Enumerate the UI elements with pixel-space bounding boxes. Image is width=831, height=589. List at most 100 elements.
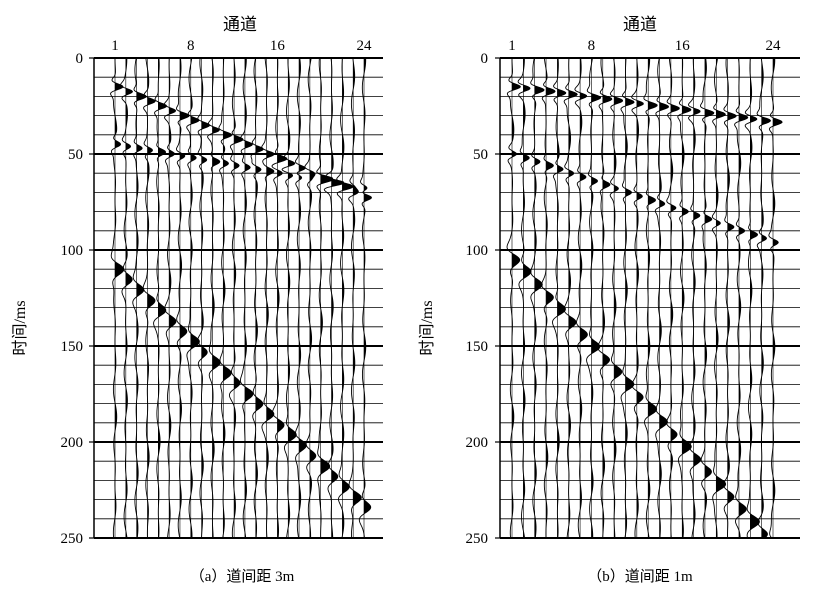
trace-11	[218, 57, 233, 539]
trace-fill	[659, 58, 669, 538]
trace-4	[541, 57, 556, 539]
trace-fill	[591, 58, 601, 538]
trace-fill	[636, 58, 644, 538]
trace-fill	[773, 58, 783, 538]
x-tick-label: 16	[675, 38, 691, 54]
trace-fill	[125, 58, 133, 538]
trace-17	[281, 57, 297, 539]
trace-wiggle	[323, 57, 345, 539]
trace-fill	[244, 58, 253, 538]
trace-wiggle	[586, 57, 602, 539]
y-tick-label: 200	[61, 435, 84, 451]
trace-wiggle	[620, 57, 635, 539]
trace-wiggle	[756, 57, 771, 539]
trace-21	[734, 57, 749, 539]
trace-wiggle	[597, 57, 613, 539]
trace-19	[304, 57, 317, 539]
trace-21	[323, 57, 345, 539]
trace-wiggle	[711, 57, 727, 539]
trace-wiggle	[654, 57, 670, 539]
trace-wiggle	[348, 57, 362, 539]
trace-9	[197, 57, 211, 539]
trace-fill	[716, 58, 726, 538]
trace-wiggle	[281, 57, 297, 539]
trace-wiggle	[186, 57, 200, 539]
y-tick-label: 50	[68, 147, 83, 163]
trace-wiggle	[541, 57, 556, 539]
trace-13	[643, 57, 658, 539]
trace-wiggle	[336, 57, 354, 539]
trace-fill	[523, 58, 531, 538]
trace-10	[609, 57, 624, 539]
trace-17	[688, 57, 702, 539]
y-tick-label: 250	[466, 531, 489, 547]
panel-a: 通道 时间/ms （a）道间距 3m 0 50 100 150 200 250 1 8 16 24	[11, 15, 383, 585]
y-tick-label: 100	[61, 243, 84, 259]
trace-fill	[364, 58, 372, 538]
x-tick-label: 1	[111, 38, 119, 54]
trace-6	[163, 57, 177, 539]
y-tick-label: 0	[481, 51, 489, 67]
trace-22	[336, 57, 354, 539]
trace-wiggle	[153, 57, 168, 539]
trace-wiggle	[218, 57, 233, 539]
trace-fill	[320, 58, 333, 538]
trace-wiggle	[574, 57, 588, 539]
trace-23	[348, 57, 362, 539]
trace-fill	[512, 58, 521, 538]
trace-fill	[602, 58, 612, 538]
trace-8	[186, 57, 200, 539]
trace-fill	[169, 58, 176, 538]
trace-7	[574, 57, 588, 539]
trace-wiggle	[530, 57, 545, 539]
trace-fill	[299, 58, 307, 538]
x-tick-label: 24	[766, 38, 782, 54]
trace-7	[175, 57, 190, 539]
trace-14	[250, 57, 264, 539]
x-tick-label: 16	[270, 38, 286, 54]
trace-wiggle	[197, 57, 211, 539]
trace-fill	[546, 58, 556, 538]
trace-8	[586, 57, 602, 539]
trace-fill	[147, 58, 156, 538]
trace-fill	[648, 58, 658, 538]
panel-b: 通道 时间/ms （b）道间距 1m 0 50 100 150 200 250 1 8 16 24	[418, 15, 800, 585]
trace-16	[271, 57, 288, 539]
trace-fill	[727, 58, 737, 538]
x-tick-label: 24	[357, 38, 373, 54]
trace-2	[517, 57, 532, 539]
trace-5	[552, 57, 567, 539]
trace-wiggle	[142, 57, 156, 539]
trace-wiggle	[552, 57, 567, 539]
trace-24	[768, 57, 783, 539]
trace-wiggle	[563, 57, 578, 539]
trace-wiggle	[228, 57, 244, 539]
trace-12	[228, 57, 244, 539]
y-tick-label: 250	[61, 531, 84, 547]
trace-12	[631, 57, 644, 539]
trace-wiggle	[666, 57, 680, 539]
trace-fill	[266, 58, 275, 538]
trace-2	[120, 57, 134, 539]
trace-wiggle	[768, 57, 783, 539]
y-axis-title: 时间/ms	[11, 300, 29, 355]
trace-22	[744, 57, 760, 539]
trace-wiggle	[723, 57, 737, 539]
trace-5	[153, 57, 168, 539]
trace-wiggle	[294, 57, 307, 539]
y-tick-label: 150	[466, 339, 489, 355]
trace-wiggle	[304, 57, 317, 539]
trace-3	[530, 57, 545, 539]
trace-wiggle	[261, 57, 275, 539]
trace-20	[723, 57, 737, 539]
trace-fill	[234, 58, 244, 538]
trace-wiggle	[506, 58, 521, 539]
trace-11	[620, 57, 635, 539]
trace-19	[711, 57, 727, 539]
x-tick-label: 8	[588, 38, 596, 54]
trace-wiggle	[734, 57, 749, 539]
trace-4	[142, 57, 156, 539]
trace-18	[699, 57, 715, 539]
trace-1	[110, 58, 125, 539]
